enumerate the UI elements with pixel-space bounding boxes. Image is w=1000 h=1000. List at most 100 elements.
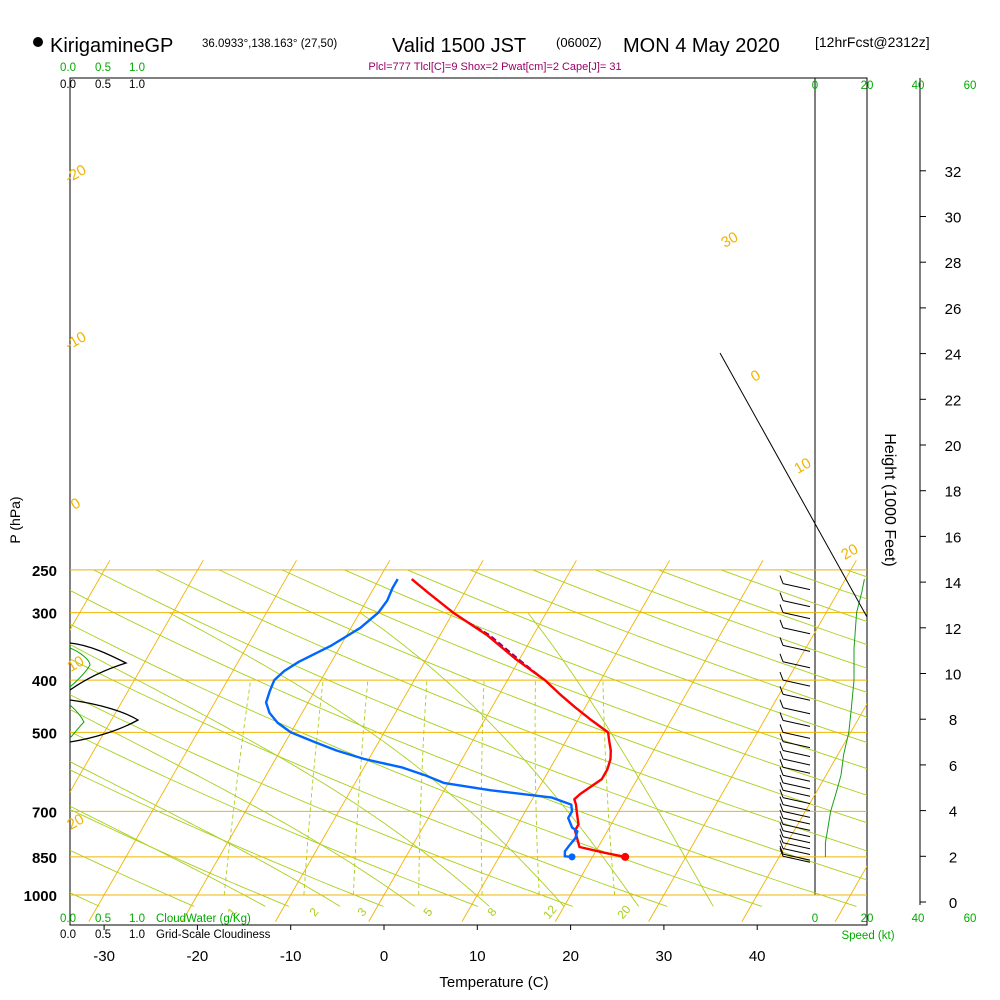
height-label: 4 [949, 804, 957, 821]
dry-adiabat [70, 849, 195, 907]
speed-scale: 0 20 40 60 0 20 40 60 Speed (kt) [812, 80, 977, 942]
isotherm-label: 30 [718, 229, 741, 252]
wind-barb-flag [779, 653, 784, 662]
cloudiness-top-2: 1.0 [129, 79, 145, 91]
cloudwater-bottom-2: 1.0 [129, 913, 145, 925]
wind-barb [782, 750, 811, 757]
wind-barb [782, 853, 811, 861]
isotherm [70, 560, 111, 631]
height-label: 28 [945, 255, 962, 272]
speed-top-black-2: 40 [912, 80, 925, 92]
forecast-info: [12hrFcst@2312z] [815, 34, 930, 50]
wind-barb [782, 758, 811, 766]
wind-barb [782, 804, 811, 812]
wind-barb-flag [779, 619, 784, 628]
height-label: 16 [945, 529, 962, 546]
wind-barb [782, 848, 811, 855]
height-label: 10 [945, 667, 962, 684]
wind-barb [782, 679, 811, 687]
x-tick-label: -30 [93, 948, 115, 965]
speed-bottom-0: 0 [812, 913, 818, 925]
cloudiness-curve [70, 699, 140, 743]
cloud-scale-top: 0.0 0.5 1.0 0.0 0.5 1.0 [60, 62, 145, 91]
wind-barb-flag [779, 637, 784, 646]
dry-adiabat [218, 569, 867, 824]
wind-barb [782, 817, 811, 825]
cloud-scale-bottom: 0.0 0.5 1.0 CloudWater (g/Kg) 0.0 0.5 1.… [60, 913, 271, 941]
wind-barb [782, 842, 811, 850]
cloudwater-curve [70, 704, 85, 739]
dry-adiabat [532, 569, 867, 693]
cloudwater-top-0: 0.0 [60, 62, 76, 74]
dewpoint-line [264, 578, 579, 859]
height-label: 24 [945, 347, 962, 364]
plot-frame [69, 77, 868, 926]
cloudwater-label: CloudWater (g/Kg) [156, 913, 251, 925]
x-tick-label: 30 [656, 948, 673, 965]
dry-adiabat [0, 570, 5, 907]
x-tick-label: 40 [749, 948, 766, 965]
wind-barb [782, 810, 811, 818]
wind-barb-flag [779, 782, 784, 791]
mixing-ratio-label: 5 [420, 905, 435, 919]
station-dot-icon [33, 37, 43, 47]
wind-barb [782, 644, 811, 652]
cloudwater-curve [70, 647, 91, 688]
speed-top-green-3: 60 [964, 80, 977, 92]
utc-time: (0600Z) [556, 35, 602, 50]
mixing-ratio-line [602, 680, 616, 896]
wind-barb [782, 741, 811, 749]
height-label: 32 [945, 164, 962, 181]
dry-adiabat [783, 569, 867, 600]
isotherm [554, 560, 764, 922]
moist-adiabat [359, 612, 640, 907]
wind-barb-flag [779, 803, 784, 812]
wind-barb [782, 855, 811, 863]
wind-barb [782, 789, 811, 797]
wind-barb [782, 766, 811, 774]
terrain-boundary [719, 352, 867, 618]
height-label: 22 [945, 392, 962, 409]
wind-barb [782, 731, 811, 739]
wind-barb-flag [779, 699, 784, 708]
wind-barb-flag [779, 742, 784, 751]
wind-barb-flag [779, 822, 784, 831]
height-axis-title: Height (1000 Feet) [881, 433, 898, 566]
wind-barb [782, 600, 811, 608]
moist-adiabat [527, 612, 714, 907]
wind-barb-flag [779, 733, 784, 742]
moist-adiabat [70, 643, 490, 907]
isotherm-label: -20 [62, 161, 89, 187]
x-tick-label: 20 [562, 948, 579, 965]
pressure-label: 250 [32, 563, 57, 580]
isotherm-label: 20 [64, 811, 87, 834]
wind-barb-flag [779, 604, 784, 613]
wind-barb [782, 693, 811, 701]
dry-adiabat [407, 569, 867, 743]
isotherm [0, 560, 17, 921]
dry-adiabat [281, 569, 867, 796]
chart-title: KirigamineGP 36.0933°,138.163° (27,50) V… [33, 34, 930, 73]
mixing-ratio-line [418, 680, 428, 896]
wind-barb [782, 836, 811, 844]
dry-adiabat [70, 589, 857, 907]
cloudiness-bottom-0: 0.0 [60, 929, 76, 941]
mixing-ratio-label: 20 [614, 902, 634, 921]
pressure-label: 1000 [24, 888, 57, 905]
wind-barb [782, 782, 811, 790]
wind-barb [782, 719, 811, 727]
wind-barb-flag [779, 809, 784, 819]
cloudiness-curve [70, 642, 128, 691]
height-label: 2 [949, 849, 957, 866]
station-coords: 36.0933°,138.163° (27,50) [202, 38, 337, 50]
mixing-ratio-label: 3 [354, 905, 369, 919]
height-label: 18 [945, 484, 962, 501]
cloudiness-bottom-2: 1.0 [129, 929, 145, 941]
valid-time: Valid 1500 JST [392, 35, 526, 57]
dry-adiabat [972, 570, 1000, 907]
wind-barb-flag [779, 789, 784, 798]
isotherm [741, 703, 867, 922]
cloudwater-top-1: 0.5 [95, 62, 111, 74]
wind-barb [782, 661, 811, 669]
